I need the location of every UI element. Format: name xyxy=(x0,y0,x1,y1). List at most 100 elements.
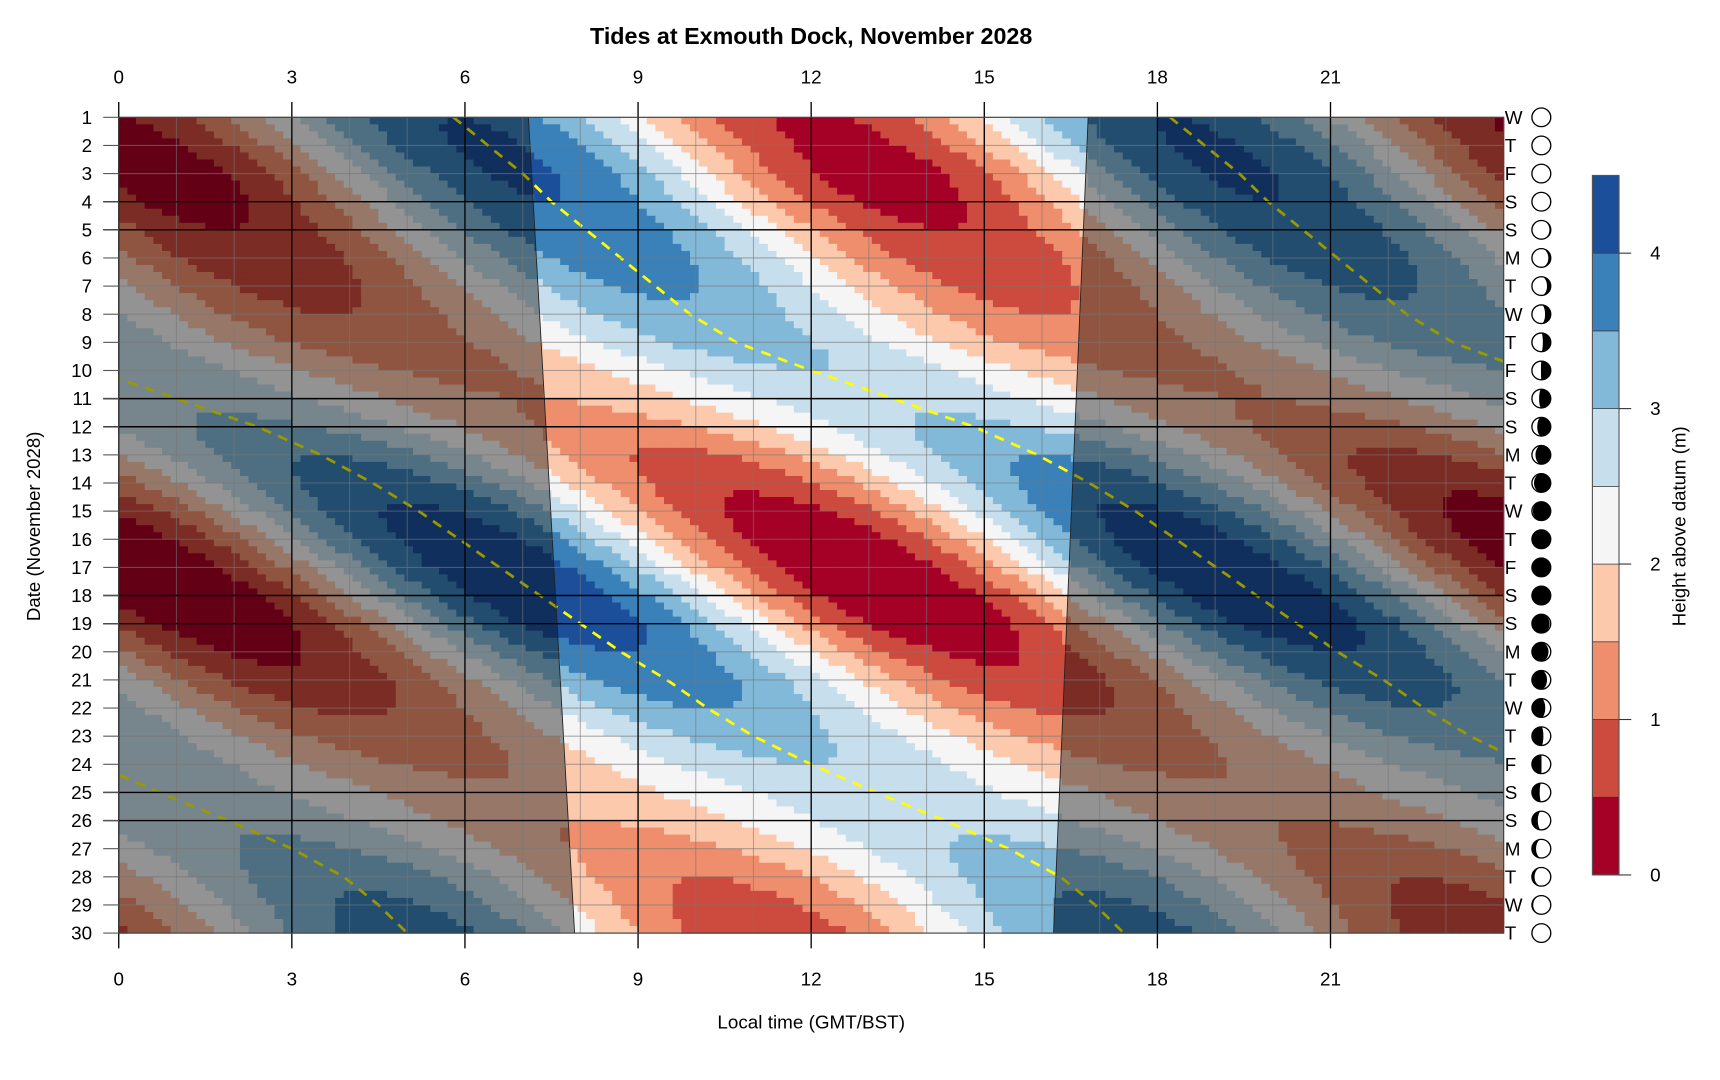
heat-cell xyxy=(387,159,397,168)
heat-cell xyxy=(1131,187,1141,196)
heat-cell xyxy=(1157,236,1167,245)
heat-cell xyxy=(992,117,1003,126)
heat-cell xyxy=(689,272,700,280)
heat-cell xyxy=(1313,201,1323,210)
heat-cell xyxy=(1356,180,1366,189)
heat-cell xyxy=(395,222,406,231)
heat-cell xyxy=(689,250,700,259)
heat-cell xyxy=(681,286,691,294)
heat-cell xyxy=(1070,272,1081,280)
heat-cell xyxy=(586,279,596,287)
heat-cell xyxy=(1321,257,1332,266)
heat-cell xyxy=(170,279,180,287)
heat-cell xyxy=(854,250,864,259)
heat-cell xyxy=(1252,159,1262,168)
heat-cell xyxy=(490,236,501,245)
heat-cell xyxy=(257,173,267,182)
heat-cell xyxy=(707,300,717,308)
heat-cell xyxy=(1027,187,1037,196)
heat-cell xyxy=(958,243,968,252)
heat-cell xyxy=(136,131,146,140)
heat-cell xyxy=(1053,250,1063,259)
heat-cell xyxy=(387,215,397,224)
heat-cell xyxy=(248,307,258,315)
heat-cell xyxy=(1494,145,1505,154)
heat-cell xyxy=(551,208,561,217)
heat-cell xyxy=(915,300,925,308)
heat-cell xyxy=(300,243,310,252)
heat-cell xyxy=(222,236,232,245)
heat-cell xyxy=(1425,124,1436,133)
heat-cell xyxy=(456,307,466,315)
heat-cell xyxy=(1477,279,1487,287)
heat-cell xyxy=(144,250,155,259)
heat-cell xyxy=(724,279,734,287)
heat-cell xyxy=(1295,145,1306,154)
heat-cell xyxy=(447,293,457,301)
heat-cell xyxy=(811,166,821,175)
heat-cell xyxy=(603,124,613,133)
heat-cell xyxy=(889,173,899,182)
heat-cell xyxy=(1027,300,1037,308)
heat-cell xyxy=(118,138,129,147)
heat-cell xyxy=(222,229,232,238)
heat-cell xyxy=(941,243,951,252)
heat-cell xyxy=(274,166,284,175)
heat-cell xyxy=(785,173,795,182)
heat-cell xyxy=(326,229,336,238)
heat-cell xyxy=(1183,279,1193,287)
heat-cell xyxy=(1226,307,1236,315)
heat-cell xyxy=(785,272,795,280)
heat-cell xyxy=(438,265,449,273)
heat-cell xyxy=(1408,159,1418,168)
heat-cell xyxy=(854,131,864,140)
heat-cell xyxy=(239,180,250,189)
heat-cell xyxy=(1339,173,1349,182)
heat-cell xyxy=(369,257,380,266)
heat-cell xyxy=(741,300,752,308)
heat-cell xyxy=(387,145,397,154)
heat-cell xyxy=(1373,201,1384,210)
heat-cell xyxy=(1313,293,1323,301)
heat-cell xyxy=(1252,265,1262,273)
heat-cell xyxy=(482,222,492,231)
heat-cell xyxy=(715,145,726,154)
heat-cell xyxy=(707,187,717,196)
heat-cell xyxy=(793,131,804,140)
heat-cell xyxy=(438,124,449,133)
heat-cell xyxy=(863,257,873,266)
heat-cell xyxy=(1079,187,1089,196)
heat-cell xyxy=(1001,314,1011,322)
heat-cell xyxy=(1399,229,1410,238)
heat-cell xyxy=(837,321,847,329)
heat-cell xyxy=(1088,152,1098,161)
heat-cell xyxy=(1088,187,1098,196)
heat-cell xyxy=(317,194,328,203)
heat-cell xyxy=(837,208,847,217)
heat-cell xyxy=(127,300,137,308)
heat-cell xyxy=(265,272,276,280)
heat-cell xyxy=(664,131,674,140)
heat-cell xyxy=(179,145,189,154)
heat-cell xyxy=(1096,201,1107,210)
heat-cell xyxy=(118,300,129,308)
heat-cell xyxy=(1235,145,1245,154)
heat-cell xyxy=(309,243,319,252)
heat-cell xyxy=(1339,145,1349,154)
heat-cell xyxy=(863,138,873,147)
heat-cell xyxy=(871,328,882,336)
heat-cell xyxy=(871,307,882,315)
heat-cell xyxy=(144,293,155,301)
heat-cell xyxy=(490,152,501,161)
heat-cell xyxy=(1451,145,1462,154)
heat-cell xyxy=(1209,173,1219,182)
heat-cell xyxy=(984,194,994,203)
heat-cell xyxy=(1096,265,1107,273)
heat-cell xyxy=(1494,236,1505,245)
heat-cell xyxy=(750,187,760,196)
heat-cell xyxy=(551,265,561,273)
heat-cell xyxy=(620,117,631,126)
heat-cell xyxy=(577,124,587,133)
heat-cell xyxy=(300,145,310,154)
heat-cell xyxy=(309,229,319,238)
